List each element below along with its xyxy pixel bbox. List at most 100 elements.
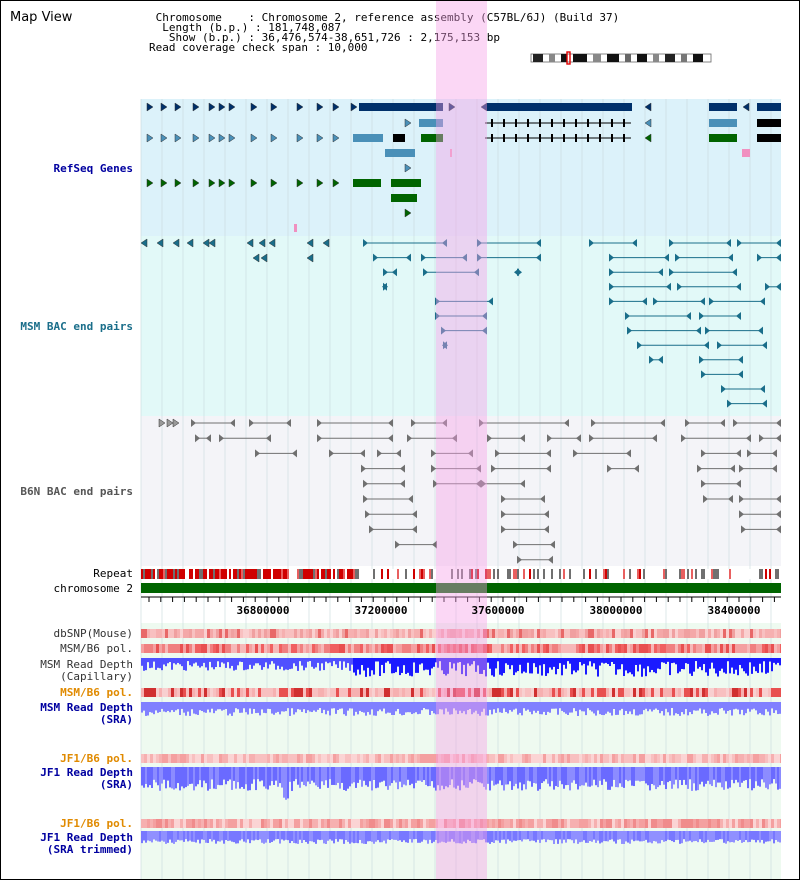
heat-cell (264, 754, 267, 763)
depth-bar (765, 767, 767, 788)
heat-cell (213, 754, 216, 763)
heat-cell (513, 819, 516, 828)
depth-bar (751, 767, 753, 791)
repeat-segment (649, 569, 651, 579)
repeat-segment (607, 569, 609, 579)
depth-bar (219, 658, 221, 668)
repeat-segment (319, 569, 321, 579)
heat-cell (531, 688, 534, 697)
heat-cell (732, 819, 735, 828)
repeat-segment (581, 569, 583, 579)
heat-cell (720, 819, 723, 828)
heat-cell (231, 688, 234, 697)
depth-bar (563, 767, 565, 789)
heat-cell (609, 644, 612, 653)
depth-bar (279, 831, 281, 844)
right-margin (781, 97, 799, 879)
bac-end-glyph (736, 282, 741, 291)
repeat-segment (357, 569, 359, 579)
repeat-segment (645, 569, 647, 579)
heat-cell (600, 629, 603, 638)
depth-bar (489, 831, 491, 844)
heat-cell (399, 754, 402, 763)
depth-bar (157, 831, 159, 842)
repeat-segment (735, 569, 737, 579)
depth-bar (755, 658, 757, 672)
bac-end-glyph (642, 297, 647, 306)
depth-bar (257, 767, 259, 780)
heat-cell (405, 688, 408, 697)
heat-cell (717, 819, 720, 828)
heat-cell (693, 629, 696, 638)
heat-cell (504, 644, 507, 653)
heat-cell (747, 629, 750, 638)
depth-bar (543, 831, 545, 840)
depth-bar (617, 658, 619, 670)
depth-bar (665, 658, 667, 664)
heat-cell (666, 819, 669, 828)
depth-bar (453, 767, 455, 788)
heat-cell (564, 629, 567, 638)
depth-bar (301, 702, 303, 712)
repeat-segment (563, 569, 565, 579)
repeat-segment (441, 569, 443, 579)
heat-cell (309, 688, 312, 697)
depth-bar (761, 658, 763, 673)
repeat-segment (467, 569, 469, 579)
heat-cell (267, 754, 270, 763)
heat-cell (534, 688, 537, 697)
depth-bar (187, 658, 189, 662)
heat-cell (633, 754, 636, 763)
depth-bar (603, 767, 605, 780)
depth-bar (535, 658, 537, 668)
depth-bar (537, 702, 539, 711)
depth-bar (181, 702, 183, 709)
heat-cell (492, 819, 495, 828)
depth-bar (473, 767, 475, 780)
depth-bar (227, 702, 229, 716)
heat-cell (585, 754, 588, 763)
selected-region-highlight[interactable] (436, 1, 487, 879)
heat-cell (411, 644, 414, 653)
heat-cell (702, 819, 705, 828)
repeat-segment (209, 569, 211, 579)
depth-bar (611, 767, 613, 787)
bac-end-glyph (441, 326, 446, 335)
repeat-segment (405, 569, 407, 579)
depth-bar (181, 831, 183, 841)
heat-cell (402, 819, 405, 828)
msm-bac-end-pairs-label[interactable]: MSM BAC end pairs (20, 320, 133, 333)
heat-cell (381, 688, 384, 697)
heat-cell (396, 754, 399, 763)
depth-bar (707, 658, 709, 676)
depth-bar (639, 831, 641, 842)
depth-bar (343, 658, 345, 662)
depth-bar (399, 767, 401, 782)
heat-cell (321, 754, 324, 763)
depth-bar (773, 767, 775, 780)
depth-bar (217, 767, 219, 785)
depth-bar (711, 658, 713, 663)
depth-bar (361, 702, 363, 712)
b6n-bac-end-pairs-label[interactable]: B6N BAC end pairs (20, 485, 133, 498)
refseq-genes-label[interactable]: RefSeq Genes (53, 162, 133, 175)
depth-bar (319, 702, 321, 709)
repeat-segment (159, 569, 161, 579)
heat-cell (756, 754, 759, 763)
depth-bar (627, 702, 629, 714)
depth-bar (293, 767, 295, 782)
depth-bar (695, 831, 697, 842)
repeat-segment (565, 569, 567, 579)
depth-bar (691, 702, 693, 715)
depth-bar (641, 831, 643, 842)
depth-bar (651, 702, 653, 712)
heat-cell (456, 644, 459, 653)
heat-cell (639, 688, 642, 697)
depth-bar (189, 767, 191, 785)
depth-bar (215, 658, 217, 668)
heat-cell (444, 644, 447, 653)
depth-bar (255, 702, 257, 714)
depth-bar (597, 831, 599, 841)
depth-bar (187, 702, 189, 712)
